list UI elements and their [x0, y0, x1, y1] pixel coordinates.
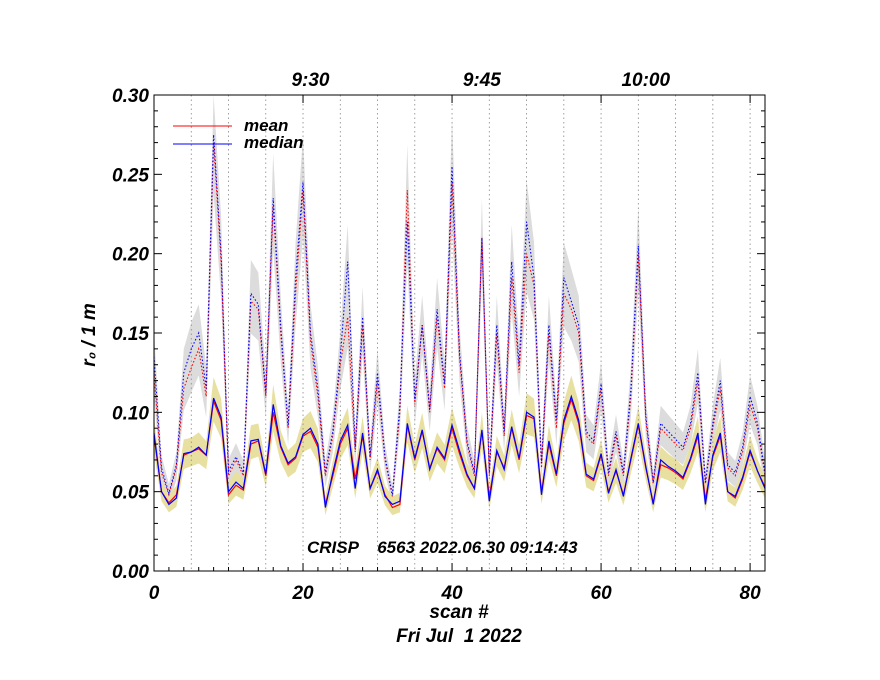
x-tick-label: 20: [291, 583, 314, 604]
date-label: Fri Jul 1 2022: [396, 626, 522, 647]
legend-label-mean: mean: [244, 116, 288, 135]
vertical-gridlines: [190, 95, 751, 571]
series-median-solid: [153, 394, 766, 508]
legend-label-median: median: [244, 133, 304, 152]
y-tick-label: 0.10: [112, 403, 149, 424]
top-time-tick-label: 10:00: [621, 70, 670, 91]
legend: mean median: [173, 116, 304, 152]
x-tick-label: 0: [149, 583, 160, 604]
x-tick-label: 80: [740, 583, 762, 604]
x-tick-label: 40: [440, 583, 463, 604]
y-tick-label: 0.25: [112, 165, 149, 186]
axis-ticks: 0 20 40 60 80 0.00 0.05 0.10 0.15 0.20 0.25 0.30 9:3…: [112, 70, 765, 604]
y-tick-label: 0.20: [112, 245, 149, 266]
series-lines: [153, 134, 766, 509]
top-time-tick-label: 9:45: [463, 70, 501, 91]
y-tick-label: 0.00: [112, 562, 149, 583]
y-tick-label: 0.05: [112, 483, 149, 504]
y-axis-title: r₀ / 1 m: [79, 303, 100, 367]
top-time-tick-label: 9:30: [291, 70, 329, 91]
y-tick-label: 0.30: [112, 86, 149, 107]
x-tick-label: 60: [591, 583, 613, 604]
x-axis-title: scan #: [429, 602, 489, 623]
series-mean-solid: [153, 397, 766, 509]
instrument-annotation: CRISP 6563 2022.06.30 09:14:43: [307, 538, 578, 557]
y-tick-label: 0.15: [112, 324, 149, 345]
